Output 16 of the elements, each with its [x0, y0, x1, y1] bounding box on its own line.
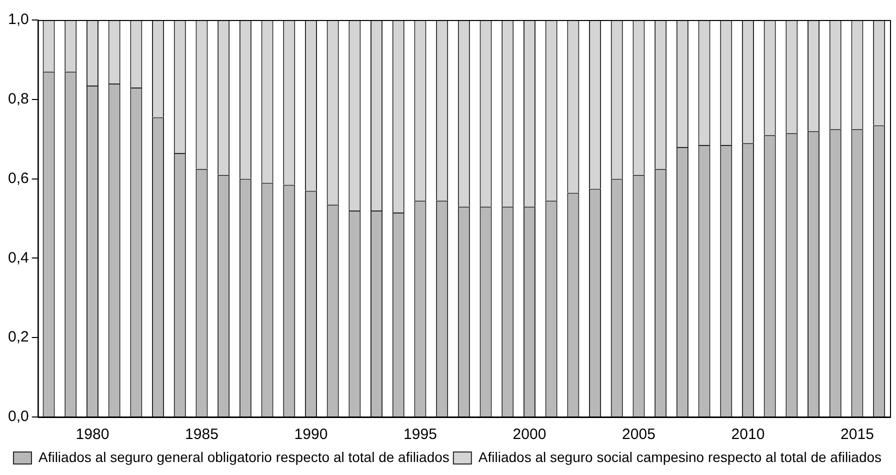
x-tick-label: 2015 [840, 426, 874, 444]
x-tick-label: 2005 [622, 426, 656, 444]
legend-label: Afiliados al seguro general obligatorio respecto al total de afiliados [38, 448, 450, 465]
x-tick-label: 1990 [294, 426, 328, 444]
y-tick-label: 0,2 [8, 328, 29, 346]
y-tick-label: 0,0 [8, 408, 29, 426]
x-tick-label: 1980 [76, 426, 110, 444]
y-tick-label: 0,6 [8, 170, 29, 187]
y-tick-label: 0,4 [8, 249, 29, 266]
legend-label: Afiliados al seguro social campesino respecto al total de afiliados [478, 448, 882, 465]
x-tick-label: 1995 [404, 426, 437, 444]
x-tick-label: 2010 [731, 426, 765, 444]
x-tick-label: 1985 [185, 426, 218, 444]
y-tick-label: 0,8 [8, 90, 29, 108]
y-tick-label: 1,0 [8, 11, 29, 28]
x-tick-label: 2000 [512, 426, 546, 444]
